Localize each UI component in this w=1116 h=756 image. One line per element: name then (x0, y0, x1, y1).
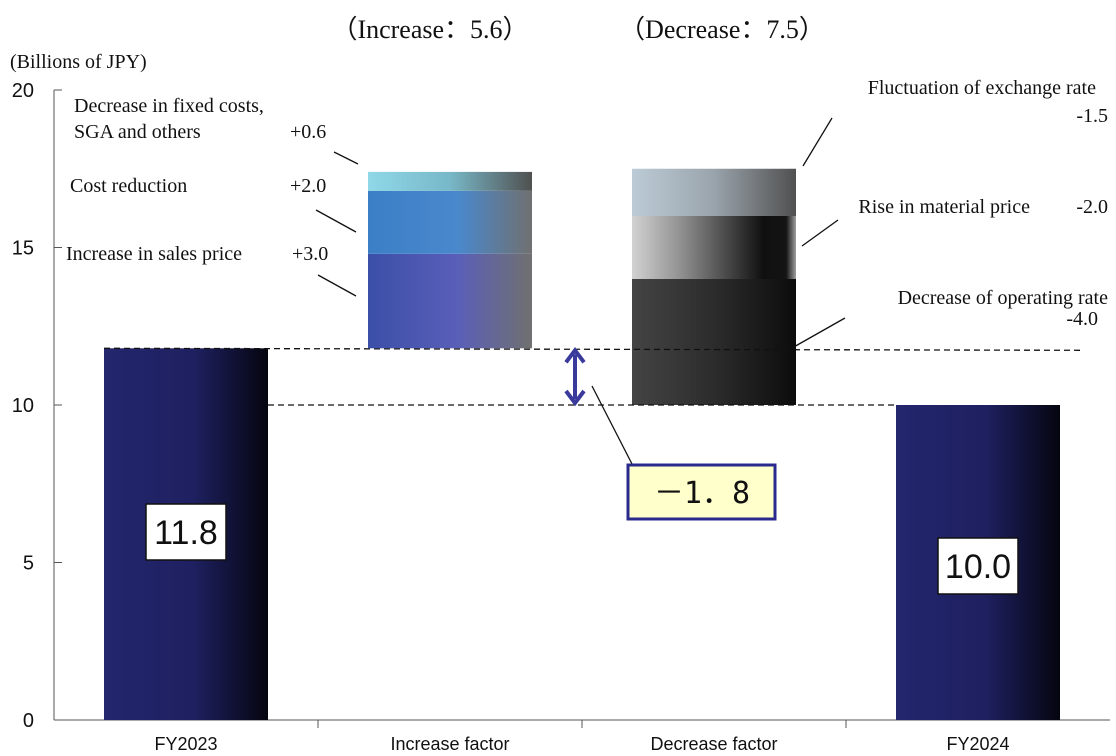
leader-line-operating-rate (791, 317, 846, 349)
dashed-line-fy2023 (103, 347, 1085, 351)
unit-label: (Billions of JPY) (10, 51, 147, 73)
label-fixed-costs-line2: SGA and others (74, 121, 201, 143)
value-exchange-rate: -1.5 (1076, 105, 1108, 127)
leader-line-difference (591, 385, 633, 465)
decrease-segment-2 (632, 168, 796, 216)
x-tick-label: Increase factor (390, 734, 509, 754)
x-tick-label: FY2023 (154, 734, 217, 754)
value-cost-reduction: +2.0 (290, 175, 326, 197)
difference-label: －1．8 (654, 476, 750, 511)
value-sales-price: +3.0 (292, 243, 328, 265)
total-data-label: 11.8 (154, 514, 218, 552)
difference-arrow-head-bottom (564, 389, 586, 407)
total-label-box (937, 537, 1019, 595)
leader-line-exchange-rate (802, 117, 833, 167)
value-fixed-costs: +0.6 (290, 121, 326, 143)
label-material-price: Rise in material price (858, 196, 1030, 218)
y-tick-label: 5 (23, 553, 34, 575)
value-operating-rate: -4.0 (1066, 308, 1098, 330)
x-tick-label: Decrease factor (650, 734, 777, 754)
label-fixed-costs-line1: Decrease in fixed costs, (74, 95, 264, 117)
difference-arrow (564, 346, 586, 407)
leader-line-cost-reduction (315, 209, 357, 233)
difference-arrow-head-top (564, 346, 586, 364)
total-data-label: 10.0 (945, 548, 1011, 586)
decrease-segment-1 (632, 216, 796, 279)
y-tick-label: 20 (12, 80, 34, 102)
y-tick-label: 10 (12, 395, 34, 417)
leader-line-material-price (801, 219, 839, 247)
label-sales-price: Increase in sales price (66, 243, 242, 265)
label-exchange-rate: Fluctuation of exchange rate (868, 77, 1096, 99)
increase-segment-2 (368, 171, 532, 191)
increase-segment-0 (368, 253, 532, 349)
leader-line-sales-price (317, 274, 357, 297)
label-fixed-costs: Decrease in fixed costs, SGA and others (74, 95, 269, 143)
difference-box (626, 463, 777, 521)
y-tick-label: 15 (12, 238, 34, 260)
leader-line-fixed-costs (333, 151, 359, 165)
label-cost-reduction: Cost reduction (70, 175, 187, 197)
increase-segment-1 (368, 190, 532, 254)
x-tick-label: FY2024 (946, 734, 1009, 754)
label-operating-rate: Decrease of operating rate (898, 287, 1109, 309)
increase-header: （Increase：5.6） (331, 15, 528, 44)
decrease-header: （Decrease：7.5） (619, 15, 825, 44)
y-tick-label: 0 (23, 710, 34, 732)
total-label-box (145, 503, 227, 561)
decrease-segment-0 (632, 279, 796, 405)
leader-lines (315, 117, 846, 465)
value-material-price: -2.0 (1076, 196, 1108, 218)
